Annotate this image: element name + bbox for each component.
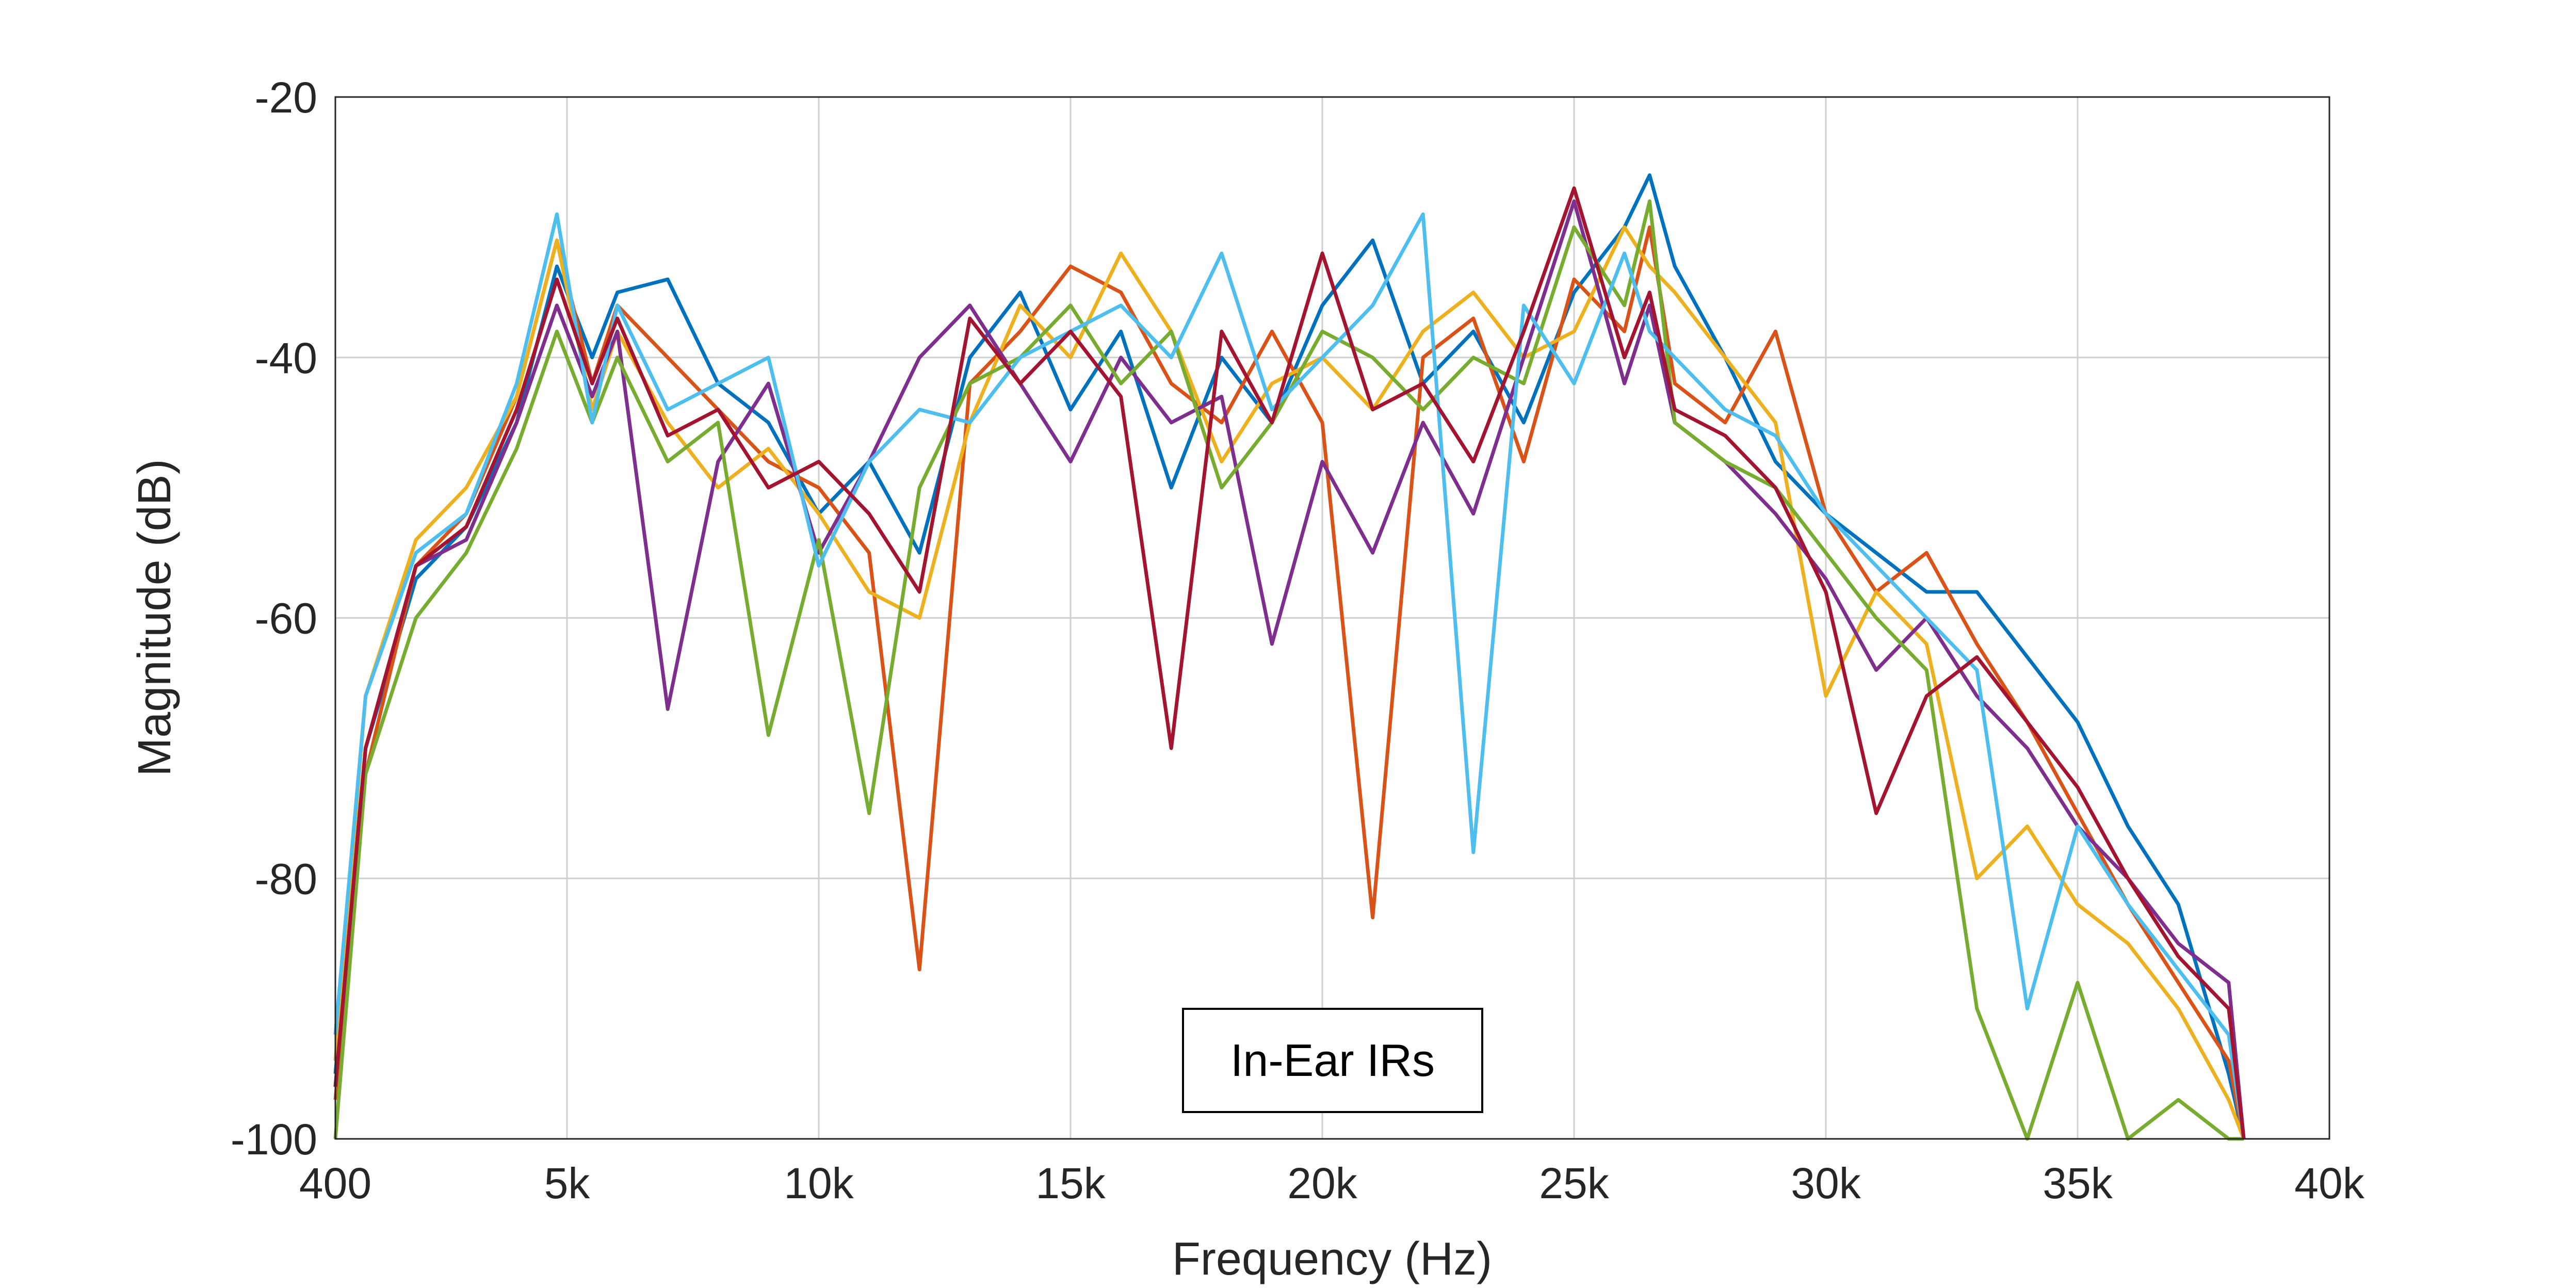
x-tick-label: 30k (1791, 1159, 1861, 1208)
x-tick-label: 25k (1539, 1159, 1609, 1208)
y-tick-label: -20 (255, 73, 317, 122)
x-tick-label: 40k (2294, 1159, 2364, 1208)
y-axis-label: Magnitude (dB) (129, 459, 181, 776)
y-tick-label: -40 (255, 334, 317, 382)
plot-frame (334, 96, 2330, 1140)
x-tick-label: 10k (784, 1159, 854, 1208)
series-line-ir-5 (333, 199, 2244, 1141)
x-tick-label: 20k (1287, 1159, 1357, 1208)
x-tick-label: 400 (299, 1159, 371, 1208)
annotation-text: In-Ear IRs (1230, 1035, 1435, 1086)
x-axis-label: Frequency (Hz) (1172, 1233, 1492, 1285)
series-line-ir-1 (333, 173, 2246, 1139)
y-tick-label: -80 (255, 855, 317, 903)
y-tick-label: -100 (231, 1115, 317, 1164)
y-tick-label: -60 (255, 594, 317, 643)
y-tick-labels: -100 -80 -60 -40 -20 (231, 73, 317, 1164)
x-tick-label: 5k (544, 1159, 591, 1208)
annotation-box: In-Ear IRs (1182, 1008, 1483, 1113)
x-tick-label: 15k (1035, 1159, 1106, 1208)
series-lines (333, 173, 2246, 1141)
x-tick-label: 35k (2043, 1159, 2113, 1208)
series-line-ir-4 (333, 199, 2246, 1139)
x-tick-labels: 400 5k 10k 15k 20k 25k 30k 35k 40k (299, 1159, 2365, 1208)
series-line-ir-7 (333, 186, 2246, 1139)
